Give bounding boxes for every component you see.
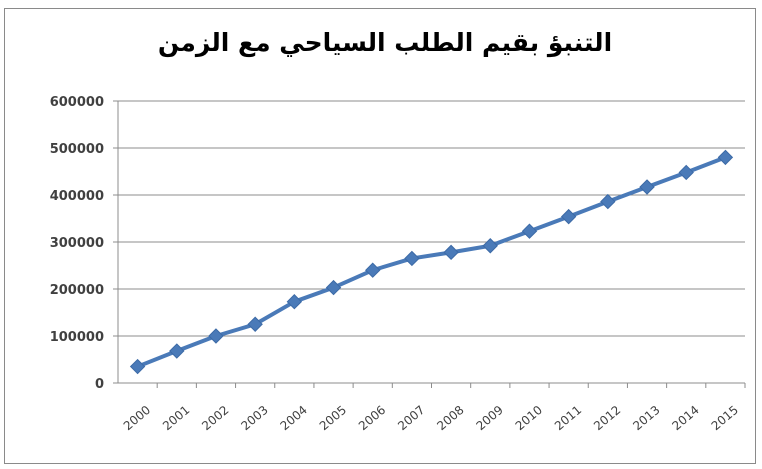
- data-point-marker: [208, 328, 224, 344]
- y-tick-label: 100000: [50, 330, 104, 345]
- x-tick-label: 2005: [317, 403, 349, 433]
- y-tick-label: 200000: [50, 283, 104, 298]
- x-tick-label: 2008: [434, 403, 466, 433]
- x-tick-label: 2001: [160, 403, 192, 433]
- y-tick-label: 500000: [50, 142, 104, 157]
- y-tick-label: 0: [95, 377, 104, 392]
- chart-title: التنبؤ بقيم الطلب السياحي مع الزمن: [157, 28, 613, 57]
- data-point-marker: [286, 293, 303, 310]
- data-point-marker: [325, 279, 342, 296]
- x-tick-label: 2013: [630, 403, 662, 433]
- x-tick-label: 2012: [591, 403, 623, 433]
- data-point-marker: [560, 208, 577, 225]
- chart-frame: [4, 8, 756, 464]
- data-point-marker: [482, 238, 498, 254]
- data-point-marker: [169, 343, 185, 359]
- x-tick-label: 2003: [238, 403, 270, 433]
- x-tick-label: 2015: [709, 403, 741, 433]
- x-tick-label: 2010: [513, 403, 545, 433]
- y-tick-label: 600000: [50, 95, 104, 110]
- x-tick-label: 2014: [669, 403, 701, 433]
- data-point-marker: [129, 358, 146, 375]
- x-tick-label: 2000: [121, 403, 153, 433]
- x-tick-label: 2006: [356, 403, 388, 433]
- y-tick-label: 400000: [50, 189, 104, 204]
- data-point-marker: [600, 193, 616, 210]
- x-tick-label: 2009: [474, 403, 506, 433]
- data-point-marker: [639, 179, 655, 195]
- data-point-marker: [365, 262, 381, 278]
- data-point-marker: [247, 316, 263, 332]
- data-point-marker: [404, 250, 420, 267]
- series-line: [135, 155, 728, 369]
- x-tick-label: 2007: [395, 403, 427, 433]
- data-point-marker: [443, 244, 459, 261]
- x-tick-label: 2004: [278, 403, 310, 433]
- data-point-marker: [678, 164, 694, 181]
- data-point-marker: [521, 223, 538, 239]
- x-tick-label: 2011: [552, 403, 584, 433]
- data-point-marker: [717, 149, 734, 166]
- y-tick-label: 300000: [50, 236, 104, 251]
- x-tick-label: 2002: [199, 403, 231, 433]
